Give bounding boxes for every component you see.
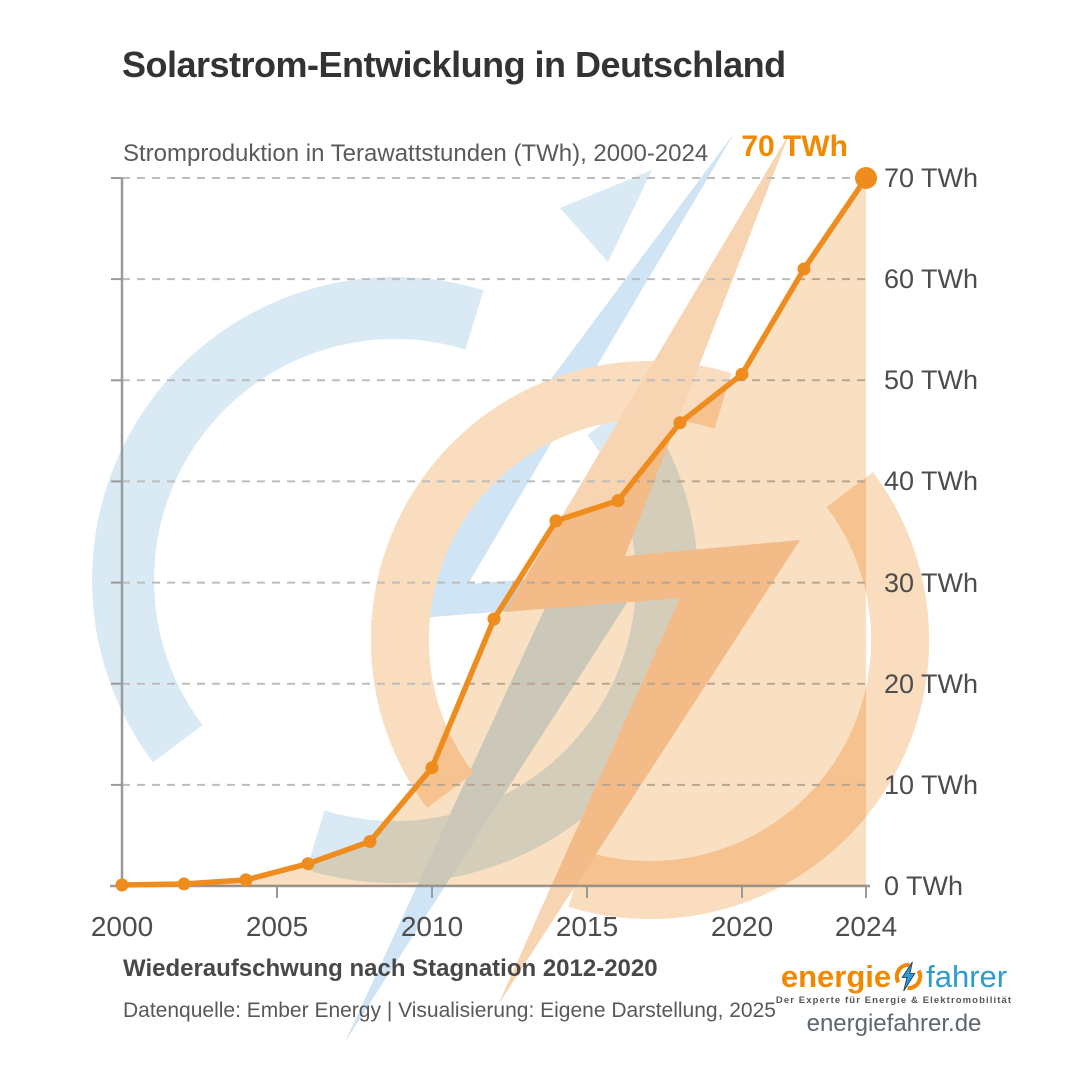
lightning-bolt-logo-icon	[894, 961, 923, 992]
peak-value-annotation: 70 TWh	[741, 130, 848, 163]
logo-bolt	[901, 961, 916, 992]
logo-ring-arc	[907, 969, 923, 991]
data-point	[549, 514, 563, 528]
brand-website: energiefahrer.de	[806, 1010, 982, 1037]
data-source-note: Datenquelle: Ember Energy | Visualisieru…	[123, 999, 776, 1022]
page-subtitle: Stromproduktion in Terawattstunden (TWh)…	[123, 140, 709, 167]
y-axis-label: 50 TWh	[884, 365, 979, 395]
data-point	[363, 835, 377, 848]
brand-wordmark-fahrer: fahrer	[926, 959, 1008, 994]
brand-wordmark: energie fahrer	[768, 961, 1020, 992]
data-point-2024-highlight	[855, 167, 877, 189]
y-axis-label: 10 TWh	[884, 770, 979, 800]
logo-ring-arc	[894, 962, 910, 984]
page-title: Solarstrom-Entwicklung in Deutschland	[122, 44, 786, 85]
data-point	[797, 262, 811, 276]
x-axis-label: 2015	[555, 911, 619, 942]
data-point	[487, 612, 501, 626]
y-axis-label: 70 TWh	[884, 163, 979, 193]
data-point	[115, 878, 129, 892]
data-point	[673, 416, 687, 430]
x-axis-label: 2024	[834, 911, 898, 942]
brand-wordmark-energie: energie	[780, 959, 892, 994]
data-point	[301, 857, 315, 871]
watermark-ring-arc	[92, 277, 484, 763]
watermark-ring-arc	[370, 360, 732, 808]
x-axis-label: 2020	[710, 911, 774, 942]
chart-takeaway: Wiederaufschwung nach Stagnation 2012-20…	[123, 955, 658, 982]
y-axis-label: 0 TWh	[884, 871, 964, 901]
data-point	[177, 877, 191, 891]
data-point	[611, 494, 625, 508]
y-axis-label: 60 TWh	[884, 264, 979, 294]
brand-tagline: Der Experte für Energie & Elektromobilit…	[775, 995, 1013, 1006]
data-point	[425, 761, 439, 775]
area-fill	[122, 178, 866, 886]
y-axis-label: 40 TWh	[884, 466, 979, 496]
x-axis-label: 2005	[245, 911, 309, 942]
watermark-arrowhead-blue	[560, 170, 652, 262]
brand-block: energie fahrer Der Experte für Energie &…	[768, 961, 1020, 1038]
y-axis-label: 30 TWh	[884, 568, 979, 598]
data-point	[239, 873, 253, 887]
data-point	[735, 367, 749, 381]
x-axis-label: 2000	[90, 911, 154, 942]
y-axis-label: 20 TWh	[884, 669, 979, 699]
x-axis-label: 2010	[400, 911, 464, 942]
